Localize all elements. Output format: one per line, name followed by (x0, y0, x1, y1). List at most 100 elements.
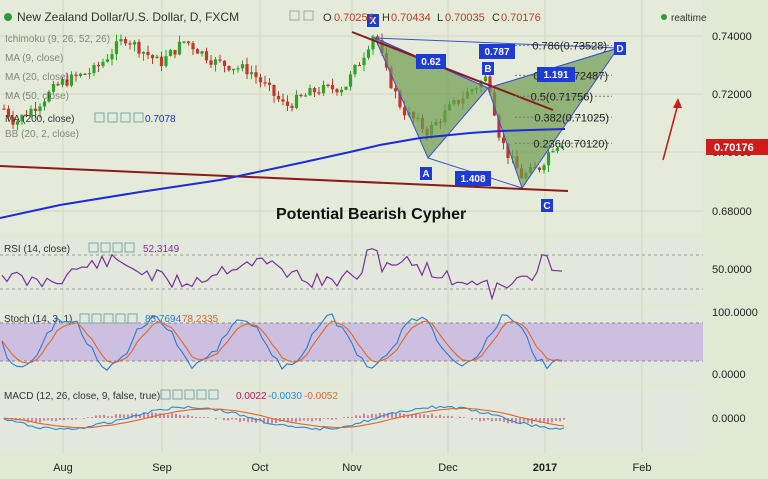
point-d-label: D (616, 44, 623, 55)
candle-body (24, 114, 29, 117)
candle-body (209, 60, 213, 65)
price-tick-2: 0.72000 (712, 89, 752, 101)
pattern-line-xd (374, 37, 619, 49)
macd-icons[interactable] (160, 389, 219, 400)
point-d-box (614, 42, 626, 55)
stoch-icons[interactable] (79, 313, 138, 324)
candle-body (330, 85, 335, 90)
candle-body (96, 64, 101, 67)
chart-header: New Zealand Dollar/U.S. Dollar, D, FXCM … (4, 10, 707, 24)
candle-body (218, 59, 222, 61)
candle-body (290, 105, 294, 108)
candle-body (101, 61, 105, 67)
candle-body (141, 51, 146, 54)
x-tick-dec: Dec (438, 462, 458, 474)
candle-body (164, 56, 168, 67)
annotation-title: Potential Bearish Cypher (276, 206, 466, 223)
macd-signal-value: -0.0052 (304, 391, 338, 402)
candle-body (83, 73, 87, 75)
candle-body (69, 74, 74, 86)
candle-body (537, 167, 542, 171)
candle-body (186, 41, 191, 44)
candle-body (303, 95, 308, 97)
indicator-ma200[interactable]: MA (200, close) (5, 114, 74, 125)
candle-body (33, 108, 38, 111)
legend-button-icons[interactable] (94, 112, 144, 123)
symbol-title: New Zealand Dollar/U.S. Dollar, D, FXCM (17, 10, 239, 24)
candle-body (335, 89, 339, 93)
candle-body (87, 72, 92, 75)
indicator-ma20[interactable]: MA (20, close) (5, 72, 69, 83)
header-icons[interactable] (289, 10, 314, 21)
candle-body (15, 121, 20, 125)
candle-body (191, 43, 195, 50)
point-a-label: A (422, 169, 429, 180)
point-b-box (482, 62, 494, 75)
cypher-pattern[interactable] (374, 37, 620, 190)
point-x-label: X (370, 16, 377, 27)
pattern-labels: X A B C D 0.62 0.787 1.191 1.408 (367, 14, 626, 212)
candle-body (294, 94, 299, 108)
stoch-k-value: 85.7694 (145, 314, 182, 325)
candle-body (92, 64, 96, 73)
candle-body (339, 89, 344, 93)
eye-icon[interactable] (289, 10, 300, 21)
support-trendline[interactable] (0, 165, 569, 192)
candle-body (177, 41, 182, 55)
resistance-trendline[interactable] (351, 31, 554, 111)
rsi-value: 52.3149 (143, 244, 180, 255)
status-dot-icon (4, 13, 12, 21)
macd-signal-line[interactable] (3, 407, 565, 429)
candle-body (51, 84, 56, 92)
settings-icon[interactable] (303, 10, 314, 21)
candle-body (240, 64, 245, 69)
candle-body (393, 88, 398, 92)
candle-body (150, 55, 155, 59)
x-tick-2017: 2017 (533, 462, 557, 474)
candle-body (285, 101, 290, 106)
candle-body (321, 84, 326, 94)
candle-body (123, 39, 128, 44)
last-price-value: 0.70176 (714, 142, 754, 154)
candle-body (389, 67, 393, 89)
ratio-ac: 1.408 (460, 174, 485, 185)
candle-body (110, 54, 114, 60)
macd-line[interactable] (3, 405, 565, 431)
time-axis[interactable]: Aug Sep Oct Nov Dec 2017 Feb (53, 462, 651, 474)
candle-body (159, 56, 164, 67)
candle-body (299, 94, 303, 97)
candle-body (231, 68, 236, 71)
fib-label: 0.786(0.73528) (532, 40, 607, 52)
realtime-dot-icon (661, 14, 667, 20)
macd-line-value: -0.0030 (268, 391, 302, 402)
rsi-title: RSI (14, close) (4, 244, 70, 255)
rsi-icons[interactable] (88, 242, 135, 253)
rsi-line[interactable] (1, 248, 563, 301)
x-tick-oct: Oct (251, 462, 268, 474)
candle-body (173, 49, 177, 55)
candle-body (222, 60, 227, 66)
ratio-xb-box (416, 54, 446, 69)
indicator-bb[interactable]: BB (20, 2, close) (5, 129, 79, 140)
stoch-k-line[interactable] (1, 313, 563, 371)
l-label: L (437, 12, 443, 24)
candle-body (204, 51, 209, 61)
price-axis[interactable]: 0.74000 0.72000 0.70000 0.68000 0.70176 (706, 31, 768, 218)
candle-body (155, 56, 159, 59)
candle-body (60, 79, 65, 85)
candle-body (506, 143, 510, 159)
candle-body (281, 99, 285, 102)
stoch-d-line[interactable] (1, 320, 563, 364)
candle-body (42, 101, 47, 107)
candle-body (267, 82, 272, 85)
indicator-ichimoku[interactable]: Ichimoku (9, 26, 52, 26) (5, 34, 110, 45)
ma200-line[interactable] (0, 128, 566, 219)
ratio-bd-box (537, 67, 575, 82)
candle-body (276, 95, 281, 100)
x-tick-nov: Nov (342, 462, 362, 474)
indicator-ma50[interactable]: MA (50, close) (5, 91, 69, 102)
candle-body (272, 84, 276, 96)
indicator-legend[interactable]: Ichimoku (9, 26, 52, 26) MA (9, close) M… (5, 34, 110, 140)
indicator-ma9[interactable]: MA (9, close) (5, 53, 63, 64)
